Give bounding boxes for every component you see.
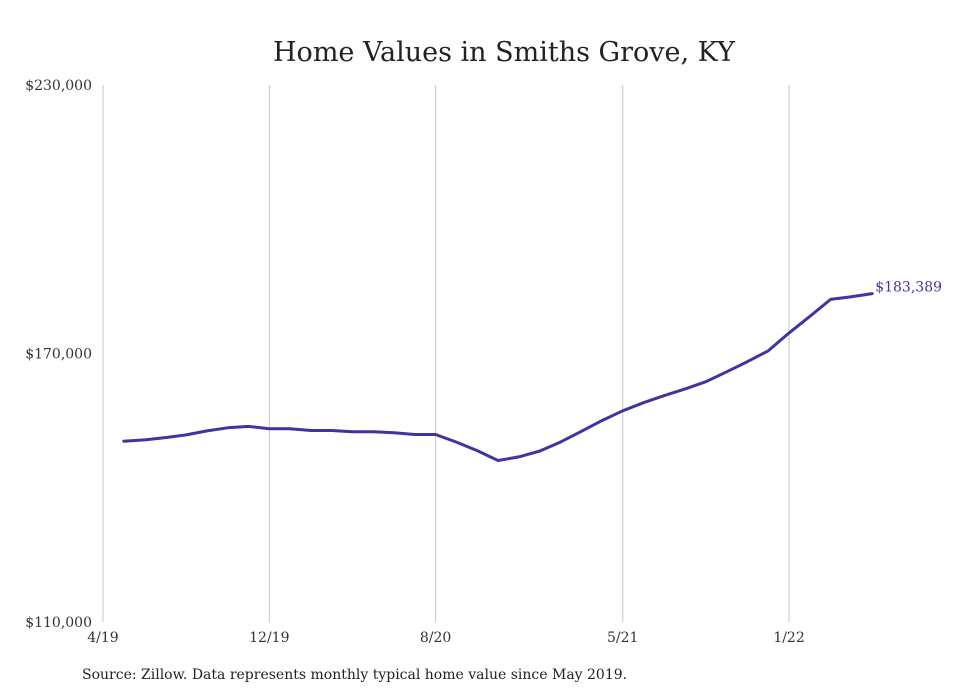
source-note: Source: Zillow. Data represents monthly … bbox=[82, 667, 628, 683]
x-tick-label: 5/21 bbox=[607, 630, 638, 646]
y-axis: $110,000 $170,000 $230,000 bbox=[25, 78, 92, 631]
chart-title: Home Values in Smiths Grove, KY bbox=[273, 37, 736, 68]
y-tick-label: $110,000 bbox=[25, 615, 92, 631]
series-group bbox=[122, 292, 874, 462]
x-axis: 4/19 12/19 8/20 5/21 1/22 bbox=[87, 630, 805, 646]
x-tick-label: 8/20 bbox=[420, 630, 451, 646]
series-line bbox=[122, 292, 874, 462]
end-value-label: $183,389 bbox=[875, 280, 942, 296]
y-tick-label: $230,000 bbox=[25, 78, 92, 94]
grid-lines bbox=[102, 85, 790, 622]
x-tick-label: 1/22 bbox=[773, 630, 804, 646]
x-tick-label: 12/19 bbox=[249, 630, 289, 646]
line-chart: Home Values in Smiths Grove, KY $110,000… bbox=[25, 37, 942, 646]
y-tick-label: $170,000 bbox=[25, 347, 92, 363]
x-tick-label: 4/19 bbox=[87, 630, 118, 646]
